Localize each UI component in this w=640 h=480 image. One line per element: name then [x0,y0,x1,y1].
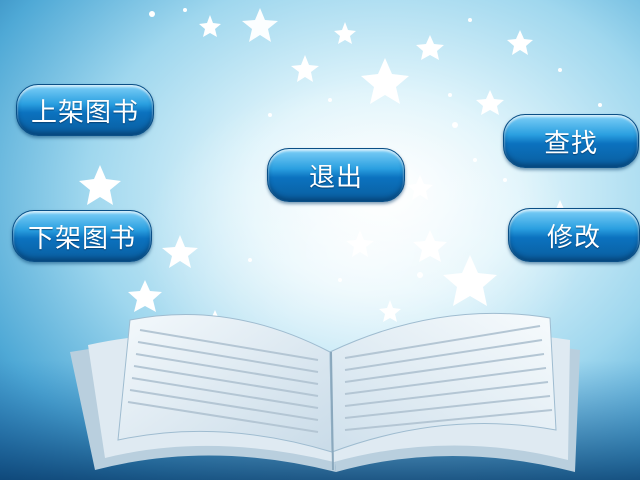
search-label: 查找 [543,128,598,159]
exit-button[interactable]: 退出 [267,148,405,202]
modify-label: 修改 [546,222,601,253]
unshelve-book-button[interactable]: 下架图书 [12,210,152,262]
unshelve-book-label: 下架图书 [27,223,136,254]
shelve-book-label: 上架图书 [30,97,139,128]
shelve-book-button[interactable]: 上架图书 [16,84,154,136]
exit-label: 退出 [308,162,363,193]
open-book-illustration [70,312,580,472]
modify-button[interactable]: 修改 [508,208,640,262]
search-button[interactable]: 查找 [503,114,639,168]
